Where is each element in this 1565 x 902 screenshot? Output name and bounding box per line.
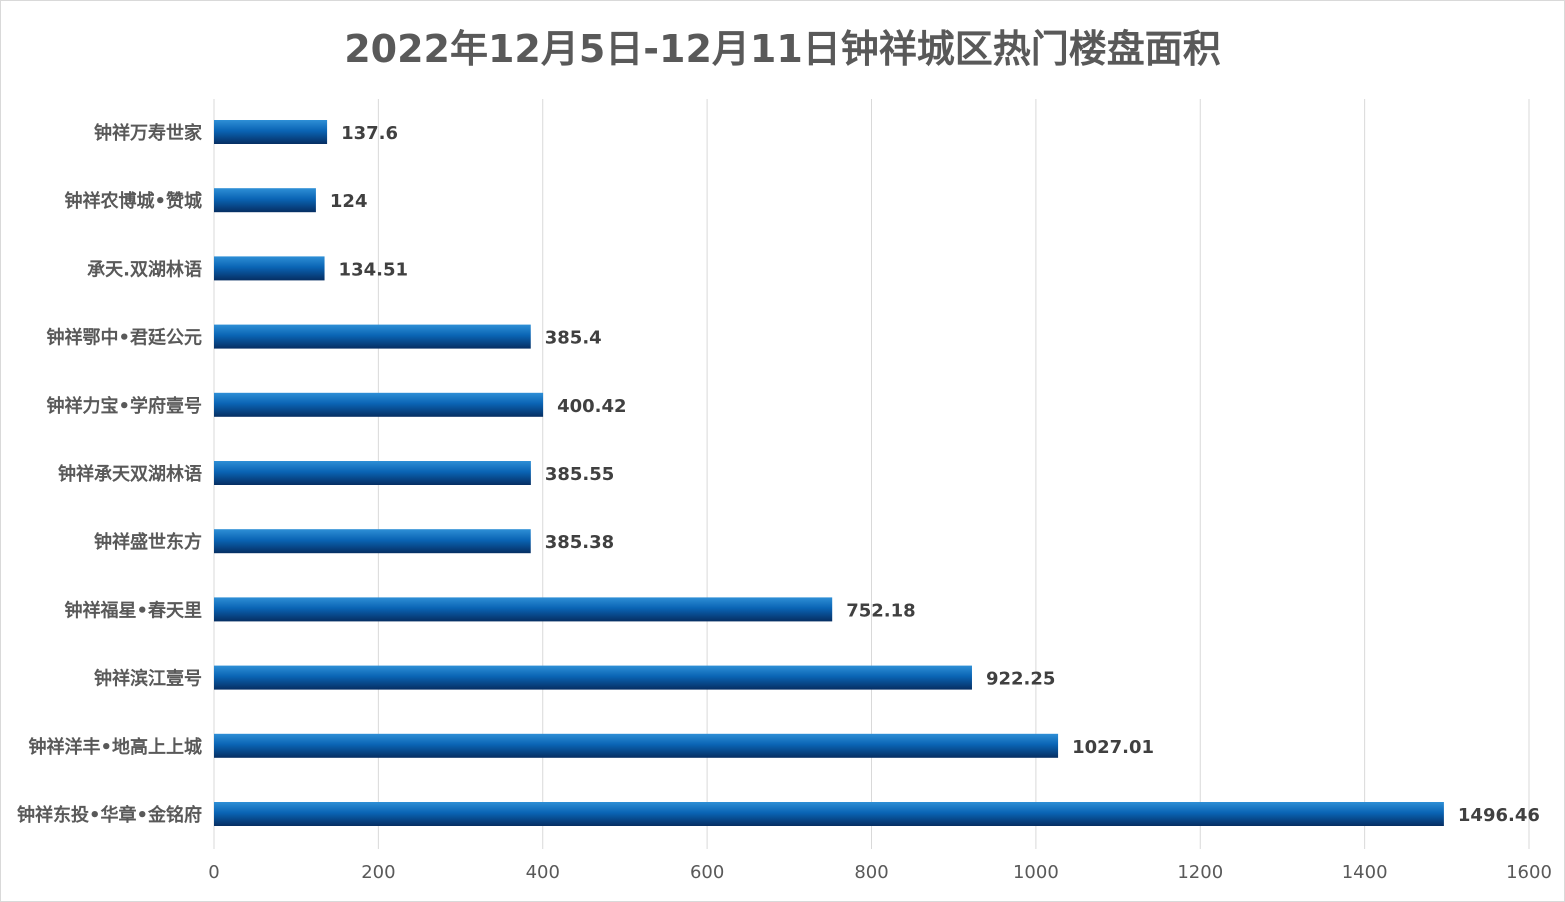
- category-label: 承天.双湖林语: [87, 258, 202, 280]
- grid-lines: [213, 99, 1530, 849]
- bar: [214, 665, 972, 690]
- category-label: 钟祥洋丰•地高上上城: [28, 736, 202, 758]
- category-label: 钟祥力宝•学府壹号: [46, 395, 202, 417]
- x-tick-label: 1200: [1177, 862, 1223, 883]
- x-tick-label: 400: [526, 862, 560, 883]
- bar: [214, 529, 531, 554]
- x-tick-label: 1400: [1342, 862, 1388, 883]
- bar: [214, 733, 1059, 758]
- category-label: 钟祥盛世东方: [94, 531, 202, 553]
- bar: [214, 802, 1444, 826]
- category-label: 钟祥福星•春天里: [64, 599, 202, 621]
- bar: [214, 392, 544, 417]
- x-tick-label: 600: [690, 862, 724, 883]
- bar: [214, 597, 833, 622]
- data-label: 752.18: [846, 600, 915, 621]
- category-label: 钟祥滨江壹号: [94, 668, 202, 690]
- data-label: 124: [330, 191, 368, 212]
- data-label: 385.55: [545, 464, 614, 485]
- x-tick-label: 200: [361, 862, 395, 883]
- bars: [214, 120, 1444, 826]
- x-tick-label: 1000: [1013, 862, 1059, 883]
- category-label: 钟祥鄂中•君廷公元: [46, 327, 202, 349]
- bar: [214, 461, 531, 485]
- data-label: 1496.46: [1458, 805, 1540, 826]
- category-label: 钟祥承天双湖林语: [58, 463, 202, 485]
- data-label: 385.4: [545, 328, 602, 349]
- data-label: 1027.01: [1072, 737, 1154, 758]
- category-label: 钟祥东投•华章•金铭府: [17, 804, 202, 826]
- x-tick-label: 800: [854, 862, 888, 883]
- x-tick-label: 0: [208, 862, 219, 883]
- labels: 0 200 400 600 800 1000 1200 1400 1600 钟祥万寿世家 137.6…: [17, 122, 1552, 883]
- bar: [214, 324, 531, 349]
- chart-title: 2022年12月5日-12月11日钟祥城区热门楼盘面积: [344, 27, 1221, 71]
- category-label: 钟祥万寿世家: [94, 122, 203, 144]
- bar: [214, 188, 316, 213]
- bar: [214, 256, 325, 281]
- category-label: 钟祥农博城•赞城: [64, 190, 202, 212]
- data-label: 400.42: [557, 396, 626, 417]
- x-tick-label: 1600: [1506, 862, 1552, 883]
- data-label: 922.25: [986, 669, 1055, 690]
- data-label: 137.6: [341, 123, 398, 144]
- data-label: 134.51: [339, 259, 408, 280]
- bar: [214, 120, 328, 144]
- data-label: 385.38: [545, 532, 614, 553]
